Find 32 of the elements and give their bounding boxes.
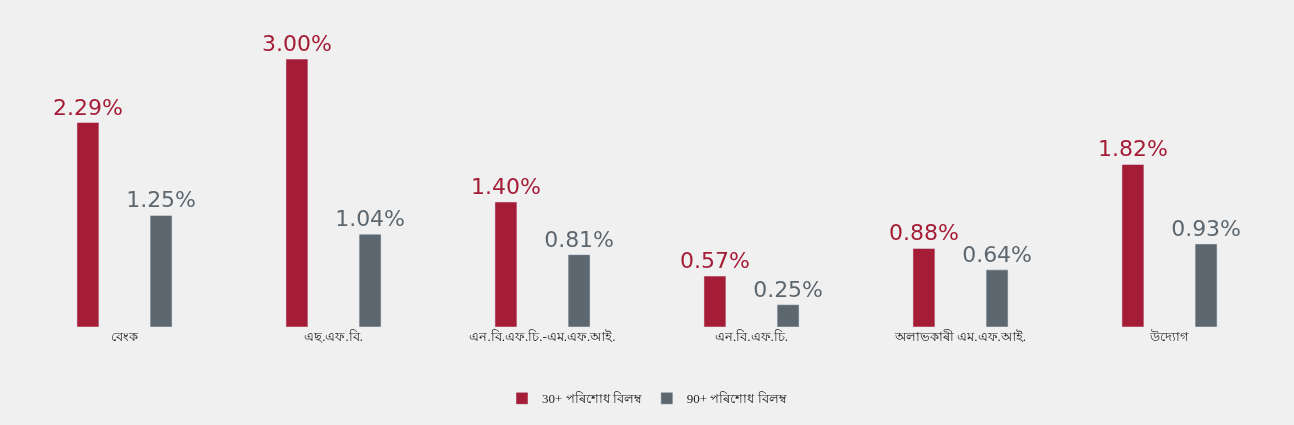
data-label: 3.00% [261,31,332,57]
data-label: 1.40% [470,173,541,199]
x-tick-label: বেংক [111,329,139,344]
bar [703,275,727,327]
bar [149,215,173,327]
data-label: 0.64% [962,241,1033,267]
data-label: 0.93% [1171,215,1242,241]
data-label: 0.81% [544,226,615,252]
data-label: 0.25% [753,276,824,302]
bar [985,269,1009,327]
bar [358,233,382,327]
x-tick-label: এন.বি.এফ.চি. [715,329,788,344]
bar [494,201,518,327]
data-label: 1.82% [1097,136,1168,162]
legend-label: 90+ পৰিশোধ বিলম্ব [686,391,787,407]
bar [1194,243,1218,327]
x-tick-label: এন.বি.এফ.চি.-এম.এফ.আই. [469,329,616,344]
data-label: 2.29% [52,94,123,120]
data-label: 1.25% [126,187,197,213]
data-label: 0.88% [888,220,959,246]
x-tick-label: এছ.এফ.বি. [304,329,363,344]
data-label: 0.57% [679,248,750,274]
bar [1121,164,1145,327]
bar [912,248,936,327]
bar [285,58,309,327]
x-tick-label: অলাভকাৰী এম.এফ.আই. [894,329,1026,344]
x-tick-label: উদ্যোগ [1149,329,1189,344]
bar [76,122,100,327]
legend-label: 30+ পৰিশোধ বিলম্ব [542,391,642,407]
bar [776,304,800,327]
data-label: 1.04% [335,206,406,232]
bar [567,254,591,327]
